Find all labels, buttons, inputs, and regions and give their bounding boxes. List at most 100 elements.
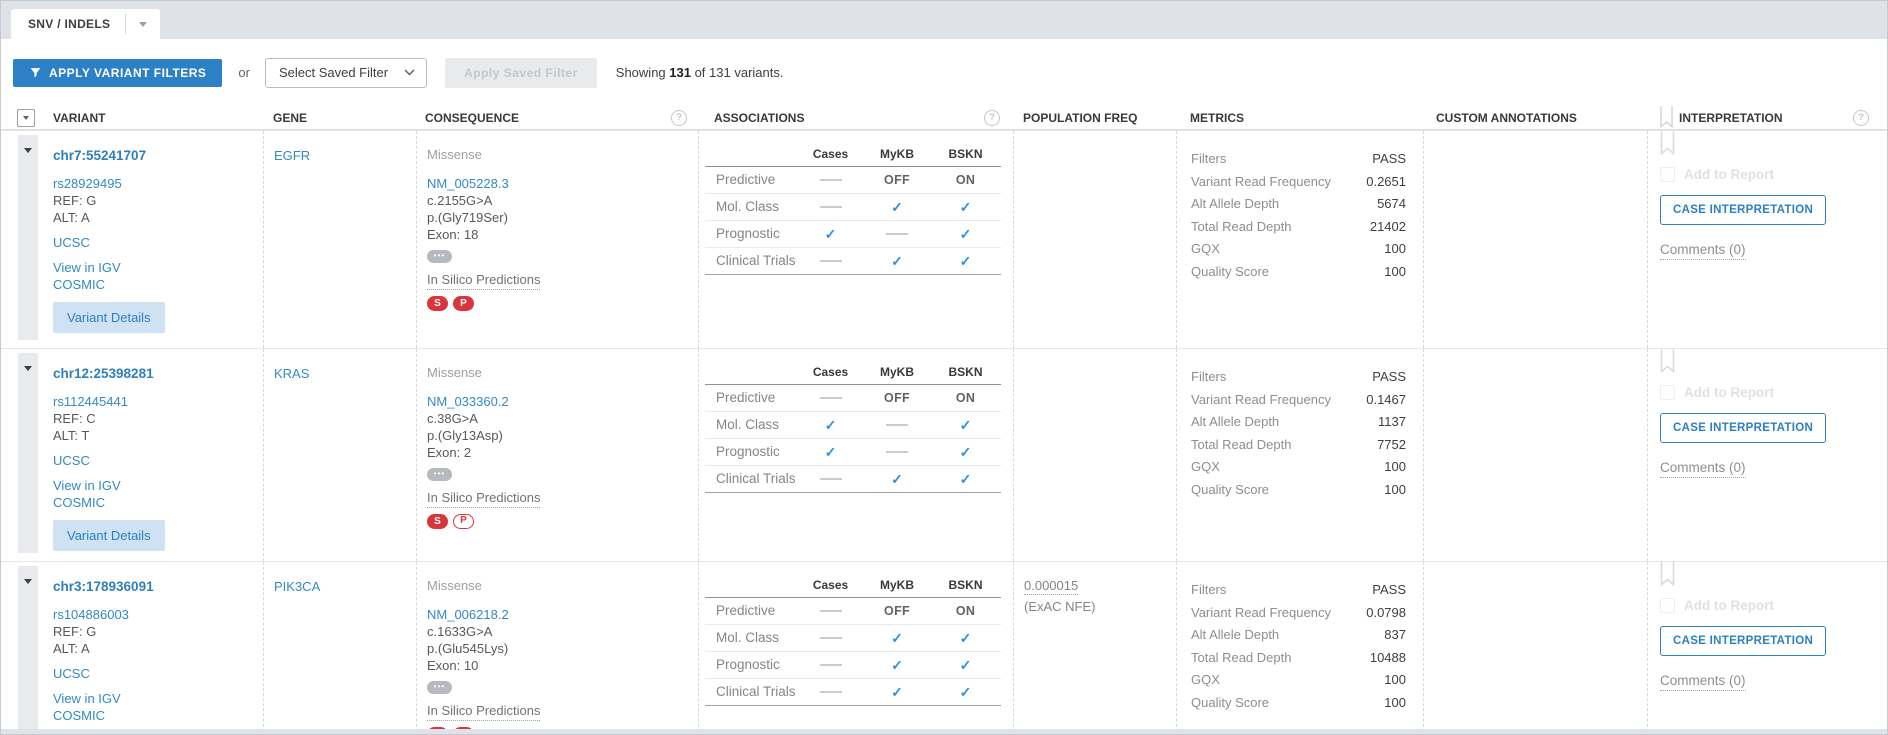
rsid-link[interactable]: rs112445441 xyxy=(53,394,128,409)
metric-value: 5674 xyxy=(1377,196,1406,211)
comments-link[interactable]: Comments (0) xyxy=(1660,460,1746,478)
rsid-link[interactable]: rs104886003 xyxy=(53,607,129,622)
add-to-report-checkbox[interactable] xyxy=(1660,598,1675,613)
prediction-badge-p[interactable]: P xyxy=(453,727,474,729)
checkmark-icon: ✓ xyxy=(891,629,903,646)
metric-value: 0.0798 xyxy=(1366,604,1406,620)
view-in-igv-link[interactable]: View in IGV xyxy=(53,691,121,706)
association-cell: OFF xyxy=(864,385,930,412)
in-silico-predictions-link[interactable]: In Silico Predictions xyxy=(427,272,541,290)
transcript-link[interactable]: NM_006218.2 xyxy=(427,607,509,622)
assoc-col-cases: Cases xyxy=(797,145,864,167)
prediction-badge-s[interactable]: S xyxy=(427,514,448,529)
prediction-badge-p[interactable]: P xyxy=(453,514,474,529)
column-header-interpretation[interactable]: INTERPRETATION ? xyxy=(1647,106,1887,129)
checkmark-icon: ✓ xyxy=(959,470,972,487)
comments-link[interactable]: Comments (0) xyxy=(1660,673,1746,691)
gene-link[interactable]: PIK3CA xyxy=(274,579,321,594)
assoc-state-text: ON xyxy=(955,604,976,618)
assoc-corner xyxy=(705,576,797,598)
comments-link[interactable]: Comments (0) xyxy=(1660,242,1746,260)
collapse-row-button[interactable] xyxy=(18,135,38,340)
transcript-link[interactable]: NM_033360.2 xyxy=(427,394,509,409)
variant-position-link[interactable]: chr7:55241707 xyxy=(53,148,147,163)
cosmic-link[interactable]: COSMIC xyxy=(53,277,105,292)
associations-table: Cases MyKB BSKN Predictive OFF ON Mol. C… xyxy=(705,145,1001,275)
dash-icon xyxy=(819,397,842,399)
add-to-report-checkbox[interactable] xyxy=(1660,385,1675,400)
gene-link[interactable]: KRAS xyxy=(274,366,310,381)
in-silico-predictions-link[interactable]: In Silico Predictions xyxy=(427,490,541,508)
custom-annotations-cell xyxy=(1423,131,1647,348)
question-circle-icon[interactable]: ? xyxy=(1853,109,1869,126)
ellipsis-icon[interactable]: ••• xyxy=(427,250,452,263)
triangle-down-icon xyxy=(23,115,29,120)
bookmark-icon[interactable] xyxy=(1660,131,1675,156)
case-interpretation-button[interactable]: CASE INTERPRETATION xyxy=(1660,626,1827,656)
view-in-igv-link[interactable]: View in IGV xyxy=(53,478,121,493)
metric-value: 0.1467 xyxy=(1366,391,1406,407)
prediction-badge-s[interactable]: S xyxy=(427,296,448,311)
prediction-badge-s[interactable]: S xyxy=(427,727,448,729)
metric-value: 0.2651 xyxy=(1366,173,1406,189)
bookmark-icon[interactable] xyxy=(1660,562,1675,587)
case-interpretation-button[interactable]: CASE INTERPRETATION xyxy=(1660,195,1827,225)
in-silico-predictions-link[interactable]: In Silico Predictions xyxy=(427,703,541,721)
variant-position-link[interactable]: chr3:178936091 xyxy=(53,579,154,594)
tab-snv-indels[interactable]: SNV / INDELS xyxy=(11,9,161,39)
variant-details-button[interactable]: Variant Details xyxy=(53,302,165,333)
metric-label: Quality Score xyxy=(1191,694,1270,710)
ucsc-link[interactable]: UCSC xyxy=(53,666,90,681)
variant-details-button[interactable]: Variant Details xyxy=(53,520,165,551)
row-gutter xyxy=(1,131,47,348)
column-header-variant[interactable]: VARIANT xyxy=(53,110,106,125)
metric-label: Variant Read Frequency xyxy=(1191,391,1331,407)
cosmic-link[interactable]: COSMIC xyxy=(53,708,105,723)
dash-icon xyxy=(886,451,908,453)
ellipsis-icon[interactable]: ••• xyxy=(427,468,452,481)
collapse-row-button[interactable] xyxy=(18,566,38,729)
column-header-metrics[interactable]: METRICS xyxy=(1190,110,1244,125)
cdna-change: c.1633G>A xyxy=(427,624,493,639)
bookmark-icon[interactable] xyxy=(1660,349,1675,374)
ellipsis-icon[interactable]: ••• xyxy=(427,681,452,694)
metric-value: 100 xyxy=(1384,241,1406,256)
gene-cell: KRAS xyxy=(263,349,416,561)
apply-saved-filter-button[interactable]: Apply Saved Filter xyxy=(445,57,597,88)
transcript-link[interactable]: NM_005228.3 xyxy=(427,176,509,191)
gene-link[interactable]: EGFR xyxy=(274,148,311,163)
dash-icon xyxy=(886,424,908,426)
column-header-associations[interactable]: ASSOCIATIONS ? xyxy=(698,109,1013,126)
showing-prefix: Showing xyxy=(615,65,670,80)
column-header-consequence[interactable]: CONSEQUENCE ? xyxy=(416,109,698,126)
question-circle-icon[interactable]: ? xyxy=(671,109,687,126)
collapse-row-button[interactable] xyxy=(18,353,38,553)
assoc-col-bskn: BSKN xyxy=(930,576,1001,598)
column-header-gene[interactable]: GENE xyxy=(273,110,308,125)
assoc-row-label: Prognostic xyxy=(705,439,797,466)
tab-dropdown-button[interactable] xyxy=(126,9,160,39)
column-header-population-freq[interactable]: POPULATION FREQ xyxy=(1023,110,1138,125)
question-circle-icon[interactable]: ? xyxy=(984,109,1000,126)
column-header-custom-annotations[interactable]: CUSTOM ANNOTATIONS xyxy=(1436,110,1577,125)
population-frequency-value[interactable]: 0.000015 xyxy=(1024,578,1079,595)
ucsc-link[interactable]: UCSC xyxy=(53,235,90,250)
ucsc-link[interactable]: UCSC xyxy=(53,453,90,468)
variant-position-link[interactable]: chr12:25398281 xyxy=(53,366,154,381)
cosmic-link[interactable]: COSMIC xyxy=(53,495,105,510)
apply-variant-filters-button[interactable]: APPLY VARIANT FILTERS xyxy=(13,58,223,87)
add-to-report-checkbox[interactable] xyxy=(1660,167,1675,182)
case-interpretation-button[interactable]: CASE INTERPRETATION xyxy=(1660,413,1827,443)
association-cell: OFF xyxy=(864,167,930,194)
metrics-cell: Filters PASS Variant Read Frequency 0.2651… xyxy=(1176,131,1423,348)
expand-all-button[interactable] xyxy=(17,108,35,127)
association-cell xyxy=(797,598,864,625)
saved-filter-dropdown[interactable]: Select Saved Filter xyxy=(264,57,428,88)
prediction-badge-p[interactable]: P xyxy=(453,296,474,311)
exon-number: Exon: 10 xyxy=(427,658,479,673)
assoc-state-text: ON xyxy=(955,173,976,187)
dash-icon xyxy=(819,691,842,693)
rsid-link[interactable]: rs28929495 xyxy=(53,176,122,191)
view-in-igv-link[interactable]: View in IGV xyxy=(53,260,121,275)
assoc-row-label: Predictive xyxy=(705,598,797,625)
